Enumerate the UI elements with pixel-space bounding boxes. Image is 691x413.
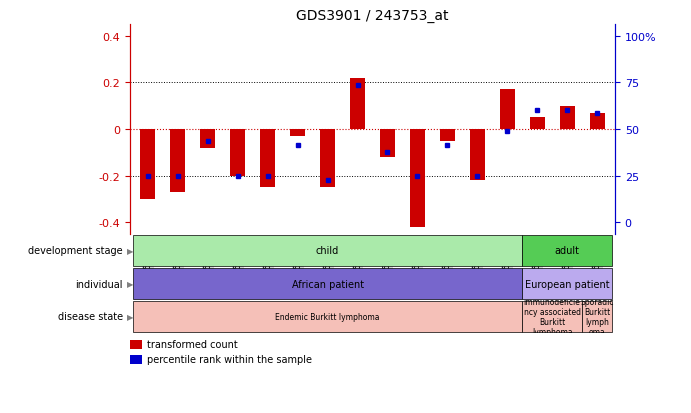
Bar	[410, 130, 425, 228]
Text: child: child	[316, 246, 339, 256]
Text: ▶: ▶	[126, 247, 133, 255]
Text: Sporadic
Burkitt
lymph
oma: Sporadic Burkitt lymph oma	[580, 298, 614, 336]
Text: Endemic Burkitt lymphoma: Endemic Burkitt lymphoma	[275, 312, 380, 321]
Text: development stage: development stage	[28, 246, 123, 256]
Text: individual: individual	[75, 279, 123, 289]
Bar	[230, 130, 245, 176]
Text: Immunodeficie
ncy associated
Burkitt
lymphoma: Immunodeficie ncy associated Burkitt lym…	[524, 298, 580, 336]
Text: European patient: European patient	[524, 279, 609, 289]
Bar	[582, 301, 612, 332]
Bar	[171, 130, 185, 192]
Text: African patient: African patient	[292, 279, 363, 289]
Bar	[130, 355, 142, 363]
Text: adult: adult	[555, 246, 580, 256]
Bar	[130, 339, 142, 349]
Bar	[320, 130, 335, 188]
Title: GDS3901 / 243753_at: GDS3901 / 243753_at	[296, 9, 448, 23]
Bar	[133, 268, 522, 299]
Bar	[261, 130, 275, 188]
Text: percentile rank within the sample: percentile rank within the sample	[147, 354, 312, 364]
Bar	[350, 78, 365, 130]
Bar	[380, 130, 395, 158]
Bar	[522, 235, 612, 267]
Bar	[500, 90, 515, 130]
Bar	[560, 107, 575, 130]
Text: ▶: ▶	[126, 279, 133, 288]
Text: transformed count: transformed count	[147, 339, 238, 349]
Bar	[522, 301, 582, 332]
Bar	[200, 130, 216, 148]
Text: disease state: disease state	[58, 312, 123, 322]
Bar	[133, 301, 522, 332]
Bar	[589, 114, 605, 130]
Bar	[290, 130, 305, 137]
Bar	[470, 130, 485, 181]
Bar	[140, 130, 155, 199]
Bar	[133, 235, 522, 267]
Bar	[530, 118, 545, 130]
Bar	[522, 268, 612, 299]
Bar	[440, 130, 455, 141]
Text: ▶: ▶	[126, 312, 133, 321]
